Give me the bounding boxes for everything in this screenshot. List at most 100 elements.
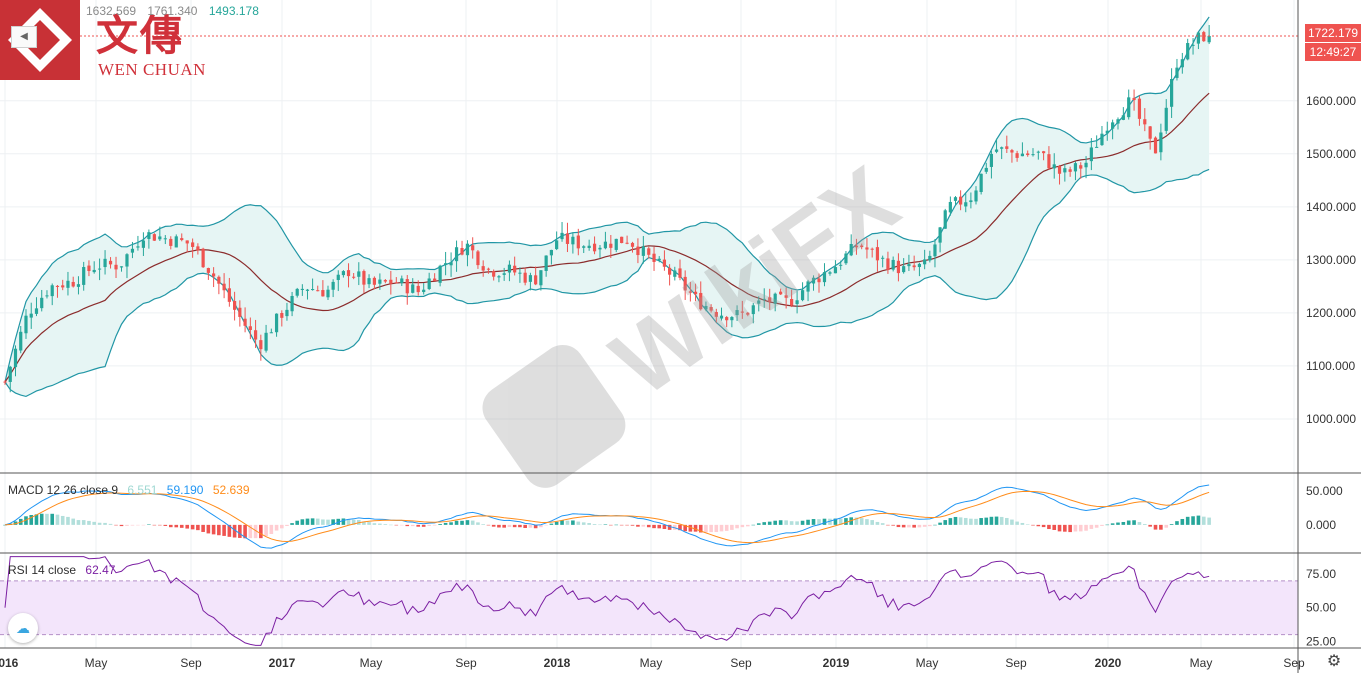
candle-body <box>40 297 44 309</box>
candle-body <box>1089 147 1093 162</box>
rsi-tick-label: 75.00 <box>1306 567 1336 581</box>
time-tick-label: May <box>640 656 663 670</box>
candle-body <box>201 248 205 268</box>
candle-body <box>875 247 880 261</box>
candle-body <box>746 312 750 315</box>
candle-body <box>817 278 821 283</box>
macd-histogram-bar <box>549 523 554 525</box>
bb-fill <box>5 16 1210 397</box>
candle-body <box>238 307 242 317</box>
candle-body <box>114 264 118 270</box>
ohlc-value: 1632.569 <box>86 4 137 18</box>
candle-body <box>253 330 258 340</box>
candle-body <box>1170 78 1174 107</box>
macd-line-value: 59.190 <box>166 483 204 497</box>
macd-histogram-bar <box>512 524 517 528</box>
candle-body <box>959 196 963 205</box>
candle-body <box>1079 165 1083 169</box>
candle-body <box>784 295 788 298</box>
candle-body <box>768 297 772 302</box>
candle-body <box>518 272 522 274</box>
rsi-tick-label: 25.00 <box>1306 634 1336 648</box>
macd-histogram-bar <box>507 524 512 527</box>
candle-body <box>652 253 656 262</box>
macd-histogram-bar <box>554 521 559 525</box>
macd-histogram-bar <box>264 524 268 537</box>
ohlc-value: 1761.340 <box>147 4 198 18</box>
candle-body <box>1164 107 1168 131</box>
candle-body <box>740 311 744 313</box>
macd-histogram-bar <box>1094 524 1099 528</box>
macd-histogram-bar <box>844 518 848 525</box>
candle-body <box>196 246 200 251</box>
time-tick-label: Sep <box>180 656 202 670</box>
candle-body <box>953 197 958 201</box>
candle-body <box>948 201 952 213</box>
candle-body <box>1137 98 1142 119</box>
candle-body <box>902 266 906 273</box>
macd-histogram-bar <box>443 522 448 525</box>
macd-histogram-bar <box>486 524 491 526</box>
candle-body <box>502 273 506 275</box>
candle-body <box>191 242 195 247</box>
macd-histogram-bar <box>1073 524 1078 532</box>
candle-body <box>87 265 91 272</box>
macd-histogram-bar <box>1005 517 1009 525</box>
macd-histogram-bar <box>662 524 667 529</box>
macd-histogram-bar <box>928 524 932 527</box>
candle-body <box>1132 97 1136 101</box>
candle-body <box>576 235 580 249</box>
macd-histogram-bar <box>989 516 994 525</box>
macd-histogram-bar <box>912 524 916 528</box>
rsi-legend: RSI 14 close 62.47 <box>8 563 121 577</box>
candle-body <box>331 281 335 290</box>
macd-histogram-bar <box>619 524 624 526</box>
candle-body <box>587 245 591 248</box>
candle-body <box>326 289 330 298</box>
candle-body <box>212 273 216 277</box>
macd-histogram-bar <box>1175 521 1179 525</box>
candle-body <box>1207 35 1211 43</box>
candle-body <box>582 246 586 248</box>
candle-body <box>938 227 942 243</box>
time-tick-label: Sep <box>1283 656 1305 670</box>
candle-body <box>693 291 698 295</box>
candle-body <box>844 253 848 264</box>
macd-histogram-bar <box>614 524 619 526</box>
tradingview-logo-icon[interactable]: ☁ <box>8 613 38 643</box>
candle-body <box>989 153 994 167</box>
candle-body <box>1047 154 1051 169</box>
macd-histogram-bar <box>817 519 821 525</box>
candle-body <box>1068 169 1072 172</box>
collapse-legend-button[interactable]: ◀ <box>11 26 37 48</box>
macd-histogram-bar <box>196 524 200 531</box>
candle-body <box>1031 154 1035 156</box>
candle-body <box>465 243 470 256</box>
macd-histogram-bar <box>81 520 86 525</box>
macd-histogram-bar <box>269 524 274 534</box>
candle-body <box>141 240 146 248</box>
candle-body <box>130 248 135 253</box>
candle-body <box>555 240 559 250</box>
macd-histogram-bar <box>125 524 129 526</box>
ohlc-value: 1493.178 <box>208 4 259 18</box>
macd-histogram-bar <box>465 520 470 525</box>
candle-body <box>108 260 113 265</box>
macd-histogram-bar <box>432 524 437 526</box>
candle-body <box>24 315 28 334</box>
macd-histogram-bar <box>1180 518 1185 525</box>
macd-histogram-bar <box>1041 524 1046 528</box>
candle-body <box>1180 59 1184 68</box>
candle-body <box>678 268 682 278</box>
candle-body <box>497 276 501 278</box>
macd-histogram-bar <box>136 524 140 526</box>
settings-gear-icon[interactable]: ⚙ <box>1326 653 1342 670</box>
candle-body <box>411 284 415 293</box>
macd-histogram-bar <box>724 524 729 531</box>
macd-histogram-bar <box>933 524 937 526</box>
macd-histogram-bar <box>367 522 371 525</box>
macd-histogram-bar <box>907 524 911 528</box>
candle-body <box>662 259 667 267</box>
macd-histogram-bar <box>994 516 999 525</box>
